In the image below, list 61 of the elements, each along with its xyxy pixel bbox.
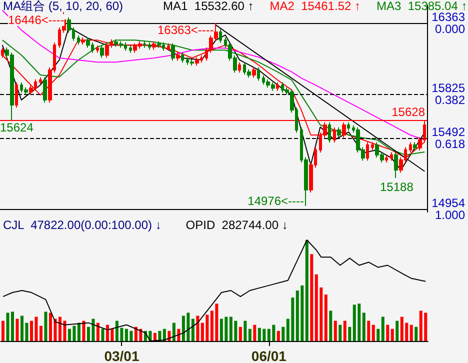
bar [39,326,42,341]
bar [191,318,194,341]
bar [238,326,242,341]
bar [162,328,166,341]
text: OPID 282744.00 ↓ [186,218,288,232]
bar [10,312,14,341]
bar [82,320,86,341]
y-tick-label: 15492 [432,124,466,139]
text: CJL 47822.00(0.00:100.00) ↓ [3,218,162,232]
annotation: 15624 [0,120,34,134]
x-tick-label: 06/01 [251,348,287,363]
annotation: 14976<---- [248,194,304,208]
bar [338,324,342,341]
bar [6,312,10,341]
bar [253,324,256,341]
y2-tick-label: 0.618 [434,136,466,151]
bar [334,320,337,341]
text: MA1 15532.60 ↑ [163,0,254,13]
bar [310,254,314,341]
annotation: 15188 [380,180,414,194]
bar [282,326,285,341]
text: MA3 15385.04 ↑ [376,0,468,13]
y-tick-label: 15825 [432,80,466,95]
y-tick-label: 14954 [432,196,466,210]
bar [410,324,413,341]
bar [96,322,100,341]
bar [386,324,390,341]
bar [396,320,399,341]
text: MA2 15461.52 ↑ [270,0,361,13]
bar [244,320,247,341]
bar [362,312,366,341]
bar [44,312,48,341]
chart-title: MA组合 (5, 10, 20, 60) [3,0,124,13]
bar [329,310,332,341]
y2-tick-label: 0.000 [434,22,466,36]
bar [376,328,380,341]
x-tick-label: 03/01 [104,348,140,363]
bar [1,320,4,341]
bar [324,294,328,341]
bar [367,320,370,341]
annotation: 16363<---- [158,23,214,38]
bar [177,328,180,341]
bar [343,320,346,341]
bar [414,326,418,341]
bar [77,322,80,341]
y-tick-label: 16363 [432,10,466,24]
y2-tick-label: 0.382 [434,93,466,108]
bar [348,326,352,341]
ref-line-label: 15628 [392,104,426,119]
annotation: 16446<---- [8,13,64,27]
bar [305,240,308,341]
bar [372,324,375,341]
bar [196,316,200,341]
bar [390,328,394,341]
bar [172,322,176,341]
bar [16,318,19,341]
y2-tick-label: 1.000 [434,208,466,222]
bar [248,328,252,341]
bar [276,330,280,341]
bar [101,328,104,341]
bar [381,316,384,341]
